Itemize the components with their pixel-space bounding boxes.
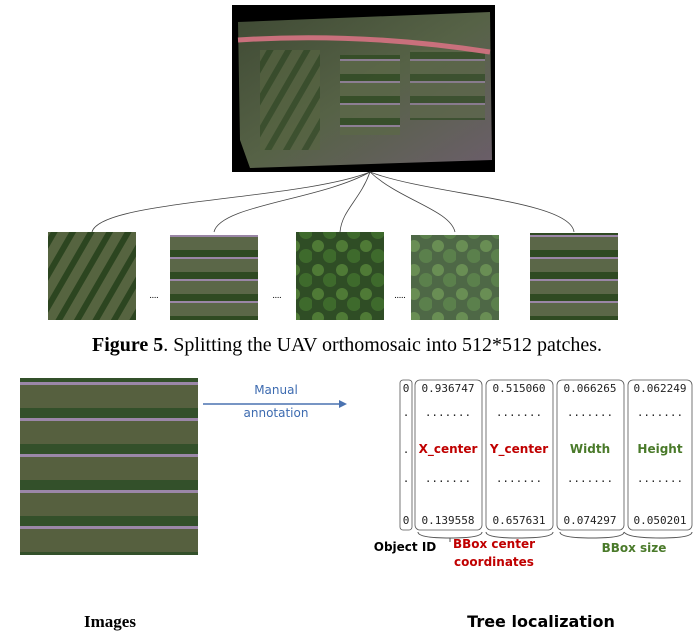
brace-label: Object ID	[374, 540, 437, 554]
bottom-label: Tree localization	[467, 612, 615, 631]
arrow-label: annotation	[244, 406, 309, 420]
table-cell: .......	[425, 406, 471, 419]
table-cell: .......	[637, 406, 683, 419]
orthomosaic-field	[340, 55, 400, 135]
table-cell: .......	[567, 472, 613, 485]
table-cell: .......	[496, 406, 542, 419]
patch-separator: .....	[394, 290, 405, 300]
orthomosaic-field	[410, 50, 485, 120]
patch-image	[411, 235, 499, 320]
caption-text: . Splitting the UAV orthomosaic into 512…	[163, 334, 602, 356]
table-cell: 0.657631	[493, 514, 546, 527]
caption-label: Figure 5	[92, 334, 163, 356]
patch-image	[296, 232, 384, 320]
brace-label: BBox size	[602, 541, 667, 555]
table-cell: .......	[567, 406, 613, 419]
table-cell: X_center	[419, 442, 478, 457]
table-cell: 0.936747	[422, 382, 475, 395]
table-cell: Width	[570, 442, 610, 456]
table-cell: .	[403, 472, 410, 485]
table-cell: .	[403, 443, 410, 456]
table-cell: 0.066265	[564, 382, 617, 395]
caption: Figure 5. Splitting the UAV orthomosaic …	[92, 334, 602, 356]
patch-image	[48, 232, 136, 320]
table-cell: .......	[637, 472, 683, 485]
bottom-label: Images	[84, 612, 136, 631]
brace-label: BBox center	[453, 537, 535, 551]
patch-image	[530, 233, 618, 320]
table-cell: .	[403, 406, 410, 419]
table-cell: 0.074297	[564, 514, 617, 527]
arrow-head	[339, 400, 347, 408]
table-cell: 0.139558	[422, 514, 475, 527]
arrow-label: Manual	[254, 383, 298, 397]
patch-separator: ....	[150, 290, 159, 300]
table-cell: 0.062249	[634, 382, 687, 395]
table-cell: 0.515060	[493, 382, 546, 395]
brace-label: coordinates	[454, 555, 534, 569]
sample-image	[20, 378, 198, 555]
table-cell: 0.050201	[634, 514, 687, 527]
orthomosaic-field	[260, 50, 320, 150]
table-cell: 0	[403, 514, 410, 527]
table-cell: .......	[425, 472, 471, 485]
table-cell: .......	[496, 472, 542, 485]
patch-separator: ....	[273, 290, 282, 300]
figure: .... .... ..... Figure 5. Splitting the …	[0, 0, 695, 633]
table-cell: Height	[637, 442, 682, 456]
table: 0 0.936747 0.515060 0.066265 0.062249.......…	[403, 382, 687, 527]
patch-image	[170, 235, 258, 320]
connectors	[92, 172, 574, 232]
table-cell: 0	[403, 382, 410, 395]
table-cell: Y_center	[489, 442, 548, 457]
